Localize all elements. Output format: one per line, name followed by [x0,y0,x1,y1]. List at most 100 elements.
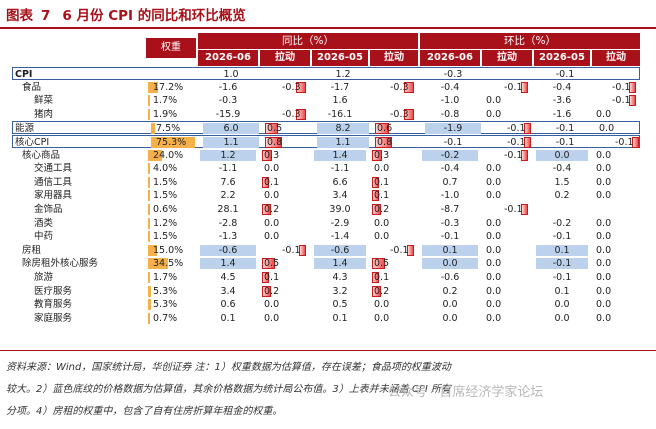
row-weight: 1.5% [153,176,178,188]
weight-bar [148,149,163,161]
estimate-fill [200,258,256,270]
estimate-fill [422,149,478,161]
header-sub-4: 拉动 [370,50,418,66]
pull-value: 0.0 [264,299,280,311]
bottom-rule [0,350,656,351]
value-cell: -3.6 [552,95,572,107]
value-cell: 3.4 [332,190,348,202]
pull-value: 0.8 [267,137,283,148]
pull-value: 0.0 [486,299,502,311]
pull-value: -0.1 [504,204,523,215]
pull-bar [372,285,381,297]
row-name: 金饰品 [34,204,63,215]
row-weight: 7.5% [156,123,181,135]
value-cell: 3.2 [332,285,348,297]
pull-bar [262,176,270,188]
table-row: 医疗服务 5.3% 3.4 0.2 3.2 0.2 0.2 0.0 0.1 0.0 [10,285,650,298]
pull-value: 0.0 [264,312,280,324]
pull-value: 0.1 [374,272,390,283]
pull-value: -0.1 [615,137,634,148]
value-cell: -0.1 [555,123,575,135]
title-number: 7 [41,8,51,24]
pull-value: -0.1 [282,244,301,256]
pull-bar [520,149,528,161]
weight-bar [148,217,150,229]
pull-value: 0.0 [596,149,612,161]
pull-bar [372,272,380,283]
source-notes: 资料来源：Wind，国家统计局，华创证券 注：1）权重数据为估算值，存在误差；食… [6,357,650,423]
title-prefix: 图表 [6,8,33,24]
value-cell: 1.2 [335,69,351,80]
table-row: 食品 17.2% -1.6 -0.3 -1.7 -0.3 -0.4 -0.1 -0.4 -0.1 [10,81,650,94]
table-row: 核心CPI 75.3% 1.1 0.8 1.1 0.8 -0.1 -0.1 -0.1 -0.1 [12,135,640,148]
row-name: 家用器具 [34,190,73,202]
row-weight: 5.3% [153,299,178,311]
weight-bar [148,204,150,215]
estimate-fill [422,258,478,270]
value-cell: 0.5 [332,299,348,311]
pull-value: 0.0 [264,217,280,229]
pull-bar [262,285,271,297]
table-row: 交通工具 4.0% -1.1 0.0 -1.1 0.0 -0.4 0.0 -0.4 0.0 [10,162,650,175]
pull-value: 0.0 [486,258,502,270]
pull-value: 0.0 [486,244,502,256]
value-cell: -0.4 [440,81,460,93]
value-cell: -1.3 [218,231,238,243]
weight-bar [151,137,195,148]
pull-bar [262,149,273,161]
pull-value: 0.0 [264,163,280,175]
pull-value: 0.1 [374,190,390,202]
note-line-3: 分项。4）房租的权重中，包含了自有住房折算年租金的权重。 [6,406,283,417]
value-cell: -0.3 [218,95,238,107]
estimate-fill [317,123,369,135]
estimate-fill [203,137,259,148]
row-name: 旅游 [34,272,54,283]
weight-bar [148,95,150,107]
pull-value: -0.3 [390,81,409,93]
pull-bar [523,123,531,135]
value-cell: 7.6 [220,176,236,188]
row-name: 食品 [22,81,42,93]
table-row: 能源 7.5% 6.0 0.5 8.2 0.6 -1.9 -0.1 -0.1 0.0 [12,121,640,135]
table-row: 旅游 1.7% 4.5 0.1 4.3 0.1 -0.6 0.0 -0.1 0.0 [10,271,650,284]
value-cell: 0.0 [442,312,458,324]
table-row: 酒类 1.2% -2.8 0.0 -2.9 0.0 -0.3 0.0 -0.2 0.0 [10,217,650,230]
pull-value: 0.0 [374,312,390,324]
weight-bar [148,258,169,270]
header-sub-3: 2026-05 [312,50,368,66]
row-weight: 1.2% [153,217,178,229]
pull-value: 0.2 [264,285,280,297]
estimate-fill [314,258,366,270]
estimate-fill [536,149,588,161]
estimate-fill [200,149,256,161]
pull-value: 0.2 [374,285,390,297]
pull-value: 0.1 [264,176,280,188]
pull-value: 0.0 [486,163,502,175]
row-weight: 0.7% [153,312,178,324]
value-cell: -1.6 [552,108,572,120]
title-text: 6 月份 CPI 的同比和环比概览 [62,8,246,24]
value-cell: 0.1 [220,312,236,324]
pull-value: 0.0 [486,312,502,324]
value-cell: 0.2 [554,190,570,202]
value-cell: -0.2 [552,217,572,229]
table-row: 房租 15.0% -0.6 -0.1 -0.6 -0.1 0.1 0.0 0.1 0.0 [10,244,650,257]
value-cell: -1.6 [218,81,238,93]
pull-value: 0.0 [486,95,502,107]
pull-value: 0.0 [596,272,612,283]
value-cell: -0.1 [552,272,572,283]
value-cell: -0.1 [555,69,575,80]
row-weight: 17.2% [153,81,184,93]
value-cell: -2.8 [218,217,238,229]
row-weight: 0.6% [153,204,178,215]
pull-value: -0.1 [507,137,526,148]
watermark: 公众号 · 首席经济学家论坛 [388,385,544,400]
pull-bar [265,123,278,135]
pull-value: 0.8 [377,137,393,148]
value-cell: 6.6 [332,176,348,188]
pull-value: 0.0 [596,108,612,120]
row-weight: 34.5% [153,258,184,270]
pull-bar [295,81,306,93]
pull-bar [628,81,636,93]
pull-value: 0.3 [374,149,390,161]
